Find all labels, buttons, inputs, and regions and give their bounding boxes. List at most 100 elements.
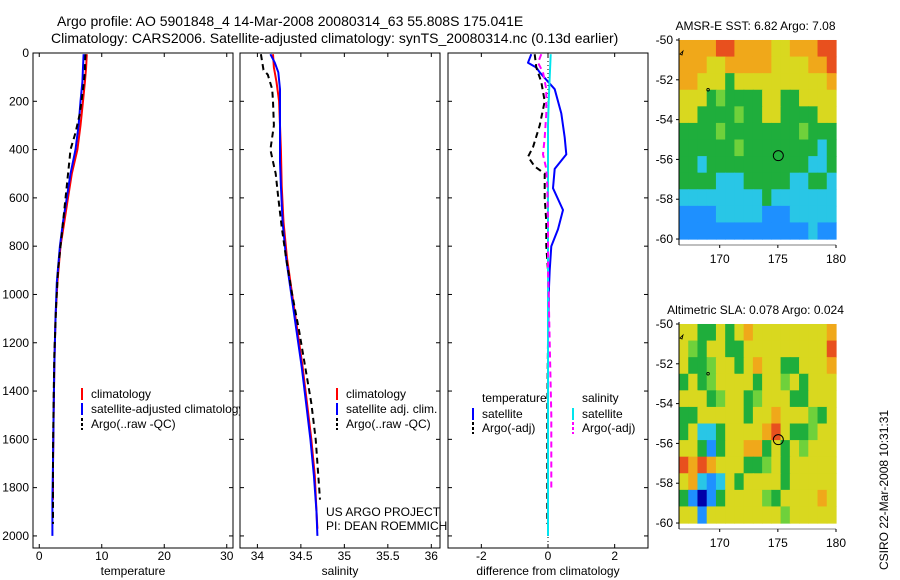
heatmap-cell xyxy=(789,506,800,524)
heatmap-cell xyxy=(826,373,837,391)
heatmap-cell xyxy=(688,56,699,74)
heatmap-cell xyxy=(789,440,800,458)
heatmap-cell xyxy=(725,73,736,91)
heatmap-cell xyxy=(826,456,837,474)
heatmap-cell xyxy=(679,456,689,474)
heatmap-cell xyxy=(752,473,763,491)
heatmap-cell xyxy=(808,390,819,408)
heatmap-cell xyxy=(725,222,736,240)
heatmap-cell xyxy=(771,357,782,375)
heatmap-cell xyxy=(780,473,791,491)
heatmap-cell xyxy=(743,156,754,174)
x-tick-label-difference: 0 xyxy=(545,549,552,563)
heatmap-cell xyxy=(697,156,708,174)
heatmap-cell xyxy=(826,189,837,207)
heatmap-cell xyxy=(734,489,745,508)
heatmap-cell xyxy=(697,440,708,458)
heatmap-cell xyxy=(817,56,828,74)
heatmap-cell xyxy=(743,122,754,141)
heatmap-cell xyxy=(725,205,736,224)
heatmap-cell xyxy=(752,440,763,458)
heatmap-cell xyxy=(734,139,745,157)
heatmap-cell xyxy=(688,73,699,91)
heatmap-cell xyxy=(817,357,828,375)
heatmap-cell xyxy=(780,106,791,124)
heatmap-cell xyxy=(799,205,809,224)
heatmap-cell xyxy=(725,106,736,124)
heatmap-cell xyxy=(688,456,699,474)
map-y-tick-label: -52 xyxy=(656,73,674,87)
heatmap-cell xyxy=(743,56,754,74)
credit-label: CSIRO 22-Mar-2008 10:31:31 xyxy=(877,410,891,570)
heatmap-cell xyxy=(743,506,754,524)
heatmap-cell xyxy=(697,89,708,107)
heatmap-cell xyxy=(734,473,745,491)
heatmap-cell xyxy=(817,122,828,141)
heatmap-cell xyxy=(697,106,708,124)
heatmap-cell xyxy=(752,489,763,508)
map-x-tick-label: 180 xyxy=(826,536,846,550)
heatmap-cell xyxy=(817,506,828,524)
heatmap-cell xyxy=(817,222,828,240)
map-y-tick-label: -56 xyxy=(656,152,674,166)
heatmap-cell xyxy=(706,456,717,474)
heatmap-cell xyxy=(752,122,763,141)
heatmap-cell xyxy=(780,357,791,375)
heatmap-cell xyxy=(808,473,819,491)
heatmap-cell xyxy=(826,357,837,375)
heatmap-cell xyxy=(762,156,772,174)
heatmap-cell xyxy=(808,139,819,157)
heatmap-cell xyxy=(752,56,763,74)
heatmap-cell xyxy=(817,106,828,124)
heatmap-cell xyxy=(743,189,754,207)
heatmap-cell xyxy=(734,222,745,240)
heatmap-cell xyxy=(789,340,800,358)
heatmap-cell xyxy=(715,357,726,375)
heatmap-cell xyxy=(780,156,791,174)
heatmap-cell xyxy=(789,323,800,342)
heatmap-cell xyxy=(799,506,809,524)
heatmap-cell xyxy=(679,440,689,458)
heatmap-cell xyxy=(817,73,828,91)
heatmap-cell xyxy=(688,89,699,107)
heatmap-cell xyxy=(789,73,800,91)
heatmap-cell xyxy=(715,222,726,240)
legend-label-temperature: satellite xyxy=(482,407,523,421)
heatmap-cell xyxy=(715,122,726,141)
heatmap-cell xyxy=(808,373,819,391)
heatmap-cell xyxy=(771,39,782,58)
heatmap-cell xyxy=(725,56,736,74)
heatmap-cell xyxy=(752,357,763,375)
heatmap-cell xyxy=(771,89,782,107)
heatmap-cell xyxy=(826,340,837,358)
heatmap-cell xyxy=(762,39,772,58)
heatmap-cell xyxy=(734,172,745,190)
heatmap-cell xyxy=(679,357,689,375)
map-x-tick-label: 175 xyxy=(768,252,788,266)
map-y-tick-label: -58 xyxy=(656,192,674,206)
legend-header-salinity: salinity xyxy=(582,391,619,405)
plot-area-salinity xyxy=(239,52,441,549)
heatmap-cell xyxy=(725,172,736,190)
heatmap-cell xyxy=(780,489,791,508)
x-axis-label-temperature: temperature xyxy=(101,564,166,578)
heatmap-cell xyxy=(789,89,800,107)
heatmap-cell xyxy=(826,423,837,441)
heatmap-cell xyxy=(799,73,809,91)
heatmap-cell xyxy=(817,89,828,107)
heatmap-cell xyxy=(706,373,717,391)
heatmap-cell xyxy=(734,373,745,391)
heatmap-cell xyxy=(706,122,717,141)
heatmap-cell xyxy=(771,106,782,124)
heatmap-cell xyxy=(697,73,708,91)
heatmap-cell xyxy=(817,139,828,157)
map-y-tick-label: -50 xyxy=(656,317,674,331)
heatmap-cell xyxy=(817,189,828,207)
map-y-tick-label: -60 xyxy=(656,516,674,530)
heatmap-cell xyxy=(752,423,763,441)
heatmap-cell xyxy=(826,122,837,141)
heatmap-cell xyxy=(780,323,791,342)
heatmap-cell xyxy=(715,73,726,91)
heatmap-cell xyxy=(789,222,800,240)
